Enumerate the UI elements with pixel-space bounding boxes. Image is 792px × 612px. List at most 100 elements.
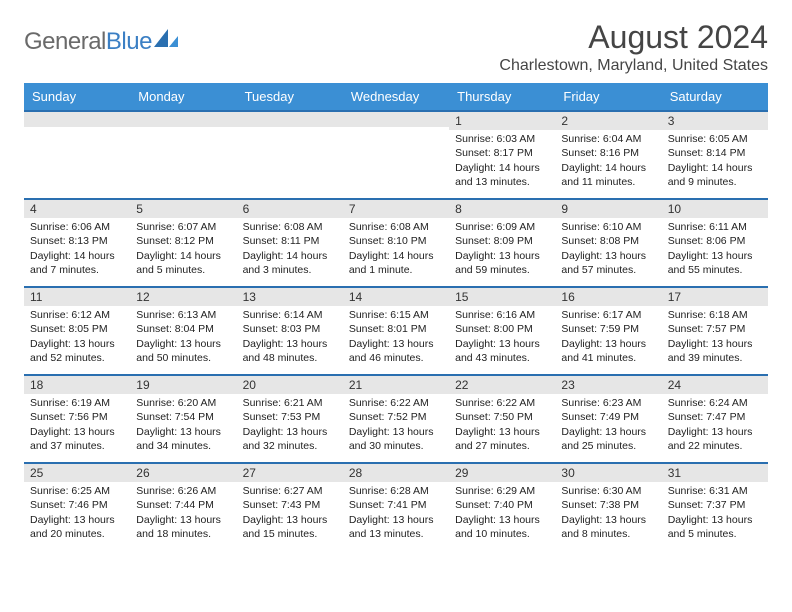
calendar-cell: 2Sunrise: 6:04 AMSunset: 8:16 PMDaylight… <box>555 110 661 198</box>
calendar-cell: 6Sunrise: 6:08 AMSunset: 8:11 PMDaylight… <box>237 198 343 286</box>
weekday-header: Thursday <box>449 83 555 110</box>
daylight-text: Daylight: 14 hours and 3 minutes. <box>243 249 337 277</box>
sunset-text: Sunset: 7:37 PM <box>668 498 762 512</box>
day-body: Sunrise: 6:08 AMSunset: 8:11 PMDaylight:… <box>237 218 343 281</box>
calendar-cell: 5Sunrise: 6:07 AMSunset: 8:12 PMDaylight… <box>130 198 236 286</box>
sunset-text: Sunset: 8:04 PM <box>136 322 230 336</box>
sunset-text: Sunset: 7:59 PM <box>561 322 655 336</box>
weekday-header: Tuesday <box>237 83 343 110</box>
calendar-cell: 16Sunrise: 6:17 AMSunset: 7:59 PMDayligh… <box>555 286 661 374</box>
daylight-text: Daylight: 13 hours and 13 minutes. <box>349 513 443 541</box>
sunset-text: Sunset: 7:50 PM <box>455 410 549 424</box>
daylight-text: Daylight: 13 hours and 34 minutes. <box>136 425 230 453</box>
calendar-row: 18Sunrise: 6:19 AMSunset: 7:56 PMDayligh… <box>24 374 768 462</box>
sunset-text: Sunset: 8:11 PM <box>243 234 337 248</box>
day-number: 28 <box>343 462 449 482</box>
calendar-cell <box>343 110 449 198</box>
sunrise-text: Sunrise: 6:27 AM <box>243 484 337 498</box>
day-body: Sunrise: 6:14 AMSunset: 8:03 PMDaylight:… <box>237 306 343 369</box>
page-title: August 2024 <box>499 20 768 55</box>
day-body: Sunrise: 6:28 AMSunset: 7:41 PMDaylight:… <box>343 482 449 545</box>
daylight-text: Daylight: 13 hours and 20 minutes. <box>30 513 124 541</box>
calendar-cell <box>237 110 343 198</box>
calendar-cell: 11Sunrise: 6:12 AMSunset: 8:05 PMDayligh… <box>24 286 130 374</box>
calendar-cell <box>24 110 130 198</box>
day-number: 2 <box>555 110 661 130</box>
sunrise-text: Sunrise: 6:22 AM <box>455 396 549 410</box>
sunset-text: Sunset: 8:10 PM <box>349 234 443 248</box>
sunset-text: Sunset: 8:06 PM <box>668 234 762 248</box>
daylight-text: Daylight: 13 hours and 43 minutes. <box>455 337 549 365</box>
calendar-cell: 17Sunrise: 6:18 AMSunset: 7:57 PMDayligh… <box>662 286 768 374</box>
sunset-text: Sunset: 8:08 PM <box>561 234 655 248</box>
sunset-text: Sunset: 7:40 PM <box>455 498 549 512</box>
day-body: Sunrise: 6:15 AMSunset: 8:01 PMDaylight:… <box>343 306 449 369</box>
day-body: Sunrise: 6:16 AMSunset: 8:00 PMDaylight:… <box>449 306 555 369</box>
day-number: 5 <box>130 198 236 218</box>
sunrise-text: Sunrise: 6:15 AM <box>349 308 443 322</box>
sunset-text: Sunset: 8:09 PM <box>455 234 549 248</box>
sunrise-text: Sunrise: 6:21 AM <box>243 396 337 410</box>
day-number: 15 <box>449 286 555 306</box>
daylight-text: Daylight: 13 hours and 10 minutes. <box>455 513 549 541</box>
daylight-text: Daylight: 14 hours and 1 minute. <box>349 249 443 277</box>
day-number: 7 <box>343 198 449 218</box>
calendar-cell: 7 Sunrise: 6:08 AMSunset: 8:10 PMDaylight… <box>343 198 449 286</box>
day-number: 27 <box>237 462 343 482</box>
day-number: 17 <box>662 286 768 306</box>
day-number <box>237 110 343 127</box>
calendar-cell: 22Sunrise: 6:22 AMSunset: 7:50 PMDayligh… <box>449 374 555 462</box>
sunrise-text: Sunrise: 6:31 AM <box>668 484 762 498</box>
day-body: Sunrise: 6:30 AMSunset: 7:38 PMDaylight:… <box>555 482 661 545</box>
sunset-text: Sunset: 8:13 PM <box>30 234 124 248</box>
day-number: 6 <box>237 198 343 218</box>
day-body: Sunrise: 6:27 AMSunset: 7:43 PMDaylight:… <box>237 482 343 545</box>
daylight-text: Daylight: 13 hours and 8 minutes. <box>561 513 655 541</box>
day-number <box>343 110 449 127</box>
sunset-text: Sunset: 8:16 PM <box>561 146 655 160</box>
day-number: 14 <box>343 286 449 306</box>
day-body: Sunrise: 6:07 AMSunset: 8:12 PMDaylight:… <box>130 218 236 281</box>
day-number: 1 <box>449 110 555 130</box>
calendar-cell: 8Sunrise: 6:09 AMSunset: 8:09 PMDaylight… <box>449 198 555 286</box>
calendar-cell: 21Sunrise: 6:22 AMSunset: 7:52 PMDayligh… <box>343 374 449 462</box>
daylight-text: Daylight: 13 hours and 52 minutes. <box>30 337 124 365</box>
daylight-text: Daylight: 13 hours and 41 minutes. <box>561 337 655 365</box>
sunrise-text: Sunrise: 6:29 AM <box>455 484 549 498</box>
daylight-text: Daylight: 13 hours and 55 minutes. <box>668 249 762 277</box>
day-body: Sunrise: 6:26 AMSunset: 7:44 PMDaylight:… <box>130 482 236 545</box>
daylight-text: Daylight: 13 hours and 37 minutes. <box>30 425 124 453</box>
day-body: Sunrise: 6:21 AMSunset: 7:53 PMDaylight:… <box>237 394 343 457</box>
calendar-cell: 1Sunrise: 6:03 AMSunset: 8:17 PMDaylight… <box>449 110 555 198</box>
day-body: Sunrise: 6:05 AMSunset: 8:14 PMDaylight:… <box>662 130 768 193</box>
sunrise-text: Sunrise: 6:25 AM <box>30 484 124 498</box>
sunrise-text: Sunrise: 6:13 AM <box>136 308 230 322</box>
day-body: Sunrise: 6:25 AMSunset: 7:46 PMDaylight:… <box>24 482 130 545</box>
daylight-text: Daylight: 14 hours and 9 minutes. <box>668 161 762 189</box>
sunset-text: Sunset: 8:03 PM <box>243 322 337 336</box>
calendar-cell: 9Sunrise: 6:10 AMSunset: 8:08 PMDaylight… <box>555 198 661 286</box>
sunrise-text: Sunrise: 6:14 AM <box>243 308 337 322</box>
weekday-header: Friday <box>555 83 661 110</box>
logo-text: GeneralBlue <box>24 28 152 56</box>
day-body: Sunrise: 6:31 AMSunset: 7:37 PMDaylight:… <box>662 482 768 545</box>
sunset-text: Sunset: 7:38 PM <box>561 498 655 512</box>
day-body: Sunrise: 6:20 AMSunset: 7:54 PMDaylight:… <box>130 394 236 457</box>
sunset-text: Sunset: 8:01 PM <box>349 322 443 336</box>
daylight-text: Daylight: 13 hours and 25 minutes. <box>561 425 655 453</box>
day-body: Sunrise: 6:29 AMSunset: 7:40 PMDaylight:… <box>449 482 555 545</box>
daylight-text: Daylight: 13 hours and 32 minutes. <box>243 425 337 453</box>
daylight-text: Daylight: 13 hours and 46 minutes. <box>349 337 443 365</box>
day-number: 8 <box>449 198 555 218</box>
day-body: Sunrise: 6:13 AMSunset: 8:04 PMDaylight:… <box>130 306 236 369</box>
sunrise-text: Sunrise: 6:16 AM <box>455 308 549 322</box>
sunrise-text: Sunrise: 6:08 AM <box>349 220 443 234</box>
logo-sail-icon <box>154 27 180 54</box>
calendar-cell: 4Sunrise: 6:06 AMSunset: 8:13 PMDaylight… <box>24 198 130 286</box>
sunset-text: Sunset: 7:43 PM <box>243 498 337 512</box>
calendar-cell: 25Sunrise: 6:25 AMSunset: 7:46 PMDayligh… <box>24 462 130 550</box>
calendar-cell <box>130 110 236 198</box>
day-body: Sunrise: 6:12 AMSunset: 8:05 PMDaylight:… <box>24 306 130 369</box>
sunrise-text: Sunrise: 6:09 AM <box>455 220 549 234</box>
daylight-text: Daylight: 13 hours and 30 minutes. <box>349 425 443 453</box>
